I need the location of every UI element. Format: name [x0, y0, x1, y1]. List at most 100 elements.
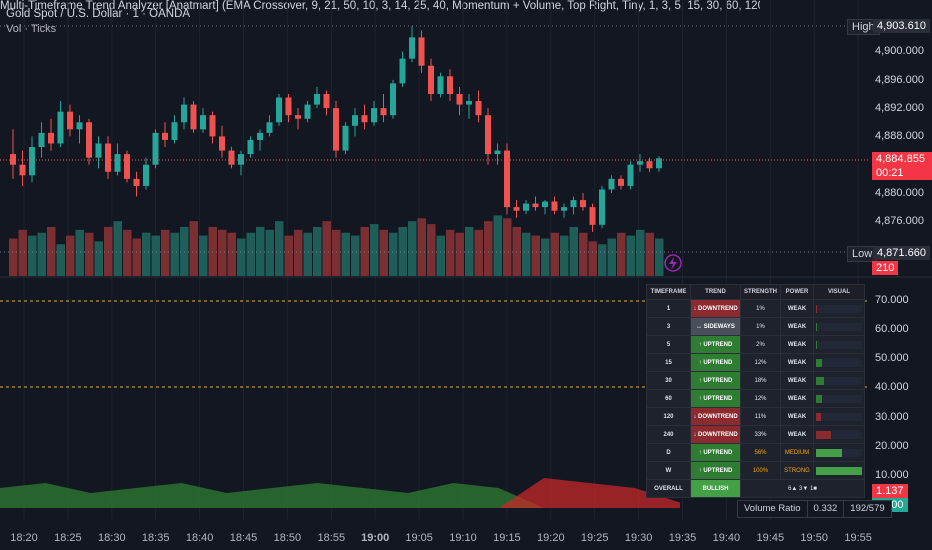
volume-bar: [446, 229, 455, 276]
strength-bar: [816, 358, 862, 367]
candle: [646, 161, 653, 169]
volume-bar: [645, 232, 654, 276]
indicator-red-tag: 1.137: [872, 484, 908, 498]
row-timeframe: 3: [646, 317, 691, 336]
row-timeframe: 15: [646, 353, 691, 372]
candle: [456, 93, 463, 105]
candle: [627, 164, 634, 186]
volume-bar: [332, 229, 341, 276]
row-strength: 1%: [740, 299, 781, 318]
row-timeframe: W: [646, 461, 691, 480]
strength-bar: [816, 322, 862, 331]
symbol-title[interactable]: Gold Spot / U.S. Dollar · 1 · OANDA: [6, 8, 191, 20]
candle: [152, 132, 159, 165]
momentum-red-area: [0, 478, 680, 508]
volume-bar: [265, 229, 274, 276]
candle: [542, 201, 548, 208]
volume-legend[interactable]: Vol · Ticks: [6, 23, 57, 35]
volume-bar: [142, 232, 151, 276]
volume-bar: [227, 232, 236, 276]
volume-bar: [37, 232, 46, 276]
candle: [86, 122, 92, 158]
row-power: WEAK: [780, 299, 814, 318]
volume-bar: [598, 244, 607, 276]
volume-bar: [9, 238, 18, 276]
strength-bar: [816, 394, 862, 403]
candle: [238, 154, 244, 165]
volume-bar: [47, 226, 56, 276]
volume-bar: [379, 229, 388, 276]
candle: [304, 104, 311, 119]
candle: [257, 132, 263, 140]
indicator-axis-label: 50.000: [875, 352, 909, 364]
volume-bar: [208, 226, 217, 276]
indicator-axis-label: 10.000: [875, 469, 909, 481]
volume-bar: [588, 241, 597, 276]
row-timeframe: 30: [646, 371, 691, 390]
trend-row: 60 ↑ UPTREND 12% WEAK: [646, 389, 865, 408]
lightning-icon-ring[interactable]: [664, 254, 682, 272]
volume-bar: [75, 229, 84, 276]
volume-bar: [28, 235, 37, 276]
volume-ratio-box: Volume Ratio 0.332 192/579: [737, 500, 892, 518]
row-strength: 12%: [740, 389, 781, 408]
indicator-legend[interactable]: Multi-Timeframe Trend Analyzer [Anatmart…: [0, 0, 760, 12]
volume-tag: 210: [872, 261, 899, 275]
row-power: WEAK: [780, 371, 814, 390]
strength-bar-fill: [816, 430, 832, 439]
volume-bar: [617, 232, 626, 276]
row-strength: 1%: [740, 317, 781, 336]
low-price-tag: 4,871.660: [873, 246, 930, 260]
price-label: 4,892.000: [875, 102, 924, 114]
time-label: 18:40: [185, 532, 214, 544]
candle: [485, 115, 491, 155]
candle: [551, 201, 558, 211]
candle: [428, 65, 434, 94]
candle: [504, 150, 510, 208]
trend-row: 240 ↓ DOWNTREND 33% WEAK: [646, 425, 865, 444]
candle: [352, 115, 358, 126]
volume-bar: [398, 226, 407, 276]
time-label: 19:25: [580, 532, 609, 544]
volume-bar: [360, 226, 369, 276]
header-strength: STRENGTH: [740, 284, 781, 300]
overall-label: OVERALL: [646, 479, 691, 498]
candle: [19, 164, 26, 176]
candle: [219, 136, 225, 151]
lightning-icon[interactable]: [669, 257, 677, 270]
volume-bar: [522, 232, 531, 276]
strength-bar: [816, 340, 862, 349]
volume-bar: [256, 226, 265, 276]
row-trend: ↑ UPTREND: [690, 371, 741, 390]
candle: [580, 200, 586, 208]
volume-bar: [161, 229, 170, 276]
row-trend: ↔ SIDEWAYS: [690, 317, 741, 336]
candle: [29, 147, 35, 176]
candle: [475, 101, 482, 116]
candle: [608, 178, 615, 190]
indicator-axis-label: 70.000: [875, 294, 909, 306]
candle: [200, 115, 206, 130]
candle: [371, 108, 377, 123]
volume-bar: [294, 229, 303, 276]
indicator-axis-label: 40.000: [875, 381, 909, 393]
time-label: 19:10: [449, 532, 477, 544]
row-trend: ↑ UPTREND: [690, 443, 741, 462]
candle: [342, 125, 349, 151]
strength-bar-fill: [816, 340, 817, 349]
candle: [95, 143, 102, 158]
price-label: 4,900.000: [875, 45, 924, 57]
candle: [295, 115, 301, 119]
volume-bar: [85, 232, 94, 276]
row-visual: [813, 371, 865, 390]
row-power: WEAK: [780, 389, 814, 408]
volume-bar: [151, 235, 160, 276]
volume-bar: [436, 235, 445, 276]
volume-bar: [541, 238, 550, 276]
volume-bar: [389, 232, 398, 276]
row-timeframe: 5: [646, 335, 691, 354]
volume-bar: [322, 221, 331, 276]
strength-bar-fill: [816, 466, 862, 475]
row-visual: [813, 335, 865, 354]
